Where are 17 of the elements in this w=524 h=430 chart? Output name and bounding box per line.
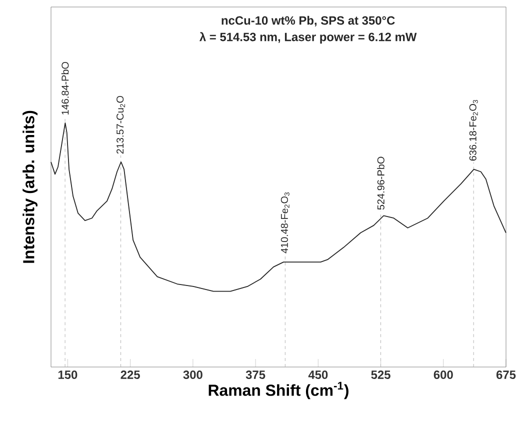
x-tick-label: 375 <box>246 370 266 380</box>
x-tick-label: 525 <box>371 370 390 379</box>
chart-subtitle: λ = 514.53 nm, Laser power = 6.12 mW <box>199 32 417 44</box>
x-tick-label: 675 <box>496 370 516 379</box>
ref-line-label: 636.18-Fe$_{2}$O$_{3}$ <box>469 100 478 161</box>
y-axis-title: Intensity (arb. units) <box>22 110 38 263</box>
ref-line-label: 146.84-PbO <box>61 62 69 114</box>
x-tick-label: 600 <box>434 370 453 379</box>
ref-line-label: 410.48-Fe$_{2}$O$_{3}$ <box>280 192 290 254</box>
ref-line-label: 213.57-Cu$_{2}$O <box>116 96 125 154</box>
x-axis-title: Raman Shift (cm$^{-1}$) <box>208 382 348 400</box>
x-tick-label: 450 <box>308 370 328 379</box>
x-tick-label: 300 <box>183 370 202 380</box>
x-tick-label: 150 <box>58 370 78 379</box>
chart-title: ncCu-10 wt% Pb, SPS at 350°C <box>222 16 395 26</box>
ref-line-label: 524.96-PbO <box>377 156 384 210</box>
x-tick-label: 225 <box>120 370 140 379</box>
